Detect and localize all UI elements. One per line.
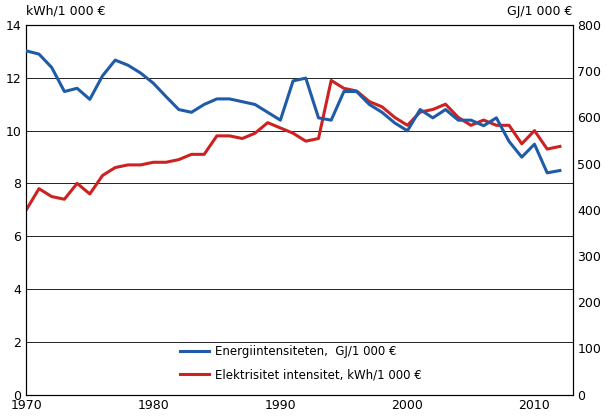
Energiintensiteten,  GJ/1 000 € bbox=[226, 97, 233, 102]
Legend: Energiintensiteten,  GJ/1 000 €, Elektrisitet intensitet, kWh/1 000 €: Energiintensiteten, GJ/1 000 €, Elektris… bbox=[180, 345, 422, 381]
Energiintensiteten,  GJ/1 000 € bbox=[315, 115, 322, 120]
Line: Elektrisitet intensitet, kWh/1 000 €: Elektrisitet intensitet, kWh/1 000 € bbox=[26, 80, 560, 210]
Energiintensiteten,  GJ/1 000 € bbox=[467, 117, 475, 122]
Energiintensiteten,  GJ/1 000 € bbox=[518, 155, 526, 160]
Elektrisitet intensitet, kWh/1 000 € bbox=[442, 102, 449, 107]
Energiintensiteten,  GJ/1 000 € bbox=[531, 142, 538, 147]
Energiintensiteten,  GJ/1 000 € bbox=[239, 99, 246, 104]
Elektrisitet intensitet, kWh/1 000 € bbox=[226, 133, 233, 138]
Energiintensiteten,  GJ/1 000 € bbox=[353, 89, 360, 94]
Energiintensiteten,  GJ/1 000 € bbox=[200, 102, 208, 107]
Energiintensiteten,  GJ/1 000 € bbox=[188, 110, 195, 115]
Energiintensiteten,  GJ/1 000 € bbox=[137, 71, 144, 76]
Energiintensiteten,  GJ/1 000 € bbox=[48, 65, 55, 70]
Energiintensiteten,  GJ/1 000 € bbox=[328, 117, 335, 122]
Energiintensiteten,  GJ/1 000 € bbox=[455, 117, 462, 122]
Energiintensiteten,  GJ/1 000 € bbox=[429, 115, 436, 120]
Energiintensiteten,  GJ/1 000 € bbox=[341, 89, 348, 94]
Elektrisitet intensitet, kWh/1 000 € bbox=[531, 128, 538, 133]
Energiintensiteten,  GJ/1 000 € bbox=[290, 79, 297, 84]
Text: GJ/1 000 €: GJ/1 000 € bbox=[507, 5, 572, 18]
Energiintensiteten,  GJ/1 000 € bbox=[150, 81, 157, 86]
Energiintensiteten,  GJ/1 000 € bbox=[277, 117, 284, 122]
Elektrisitet intensitet, kWh/1 000 € bbox=[493, 123, 500, 128]
Elektrisitet intensitet, kWh/1 000 € bbox=[99, 173, 106, 178]
Energiintensiteten,  GJ/1 000 € bbox=[124, 63, 132, 68]
Elektrisitet intensitet, kWh/1 000 € bbox=[290, 131, 297, 136]
Elektrisitet intensitet, kWh/1 000 € bbox=[188, 152, 195, 157]
Elektrisitet intensitet, kWh/1 000 € bbox=[163, 160, 170, 165]
Elektrisitet intensitet, kWh/1 000 € bbox=[315, 136, 322, 141]
Elektrisitet intensitet, kWh/1 000 € bbox=[416, 110, 424, 115]
Elektrisitet intensitet, kWh/1 000 € bbox=[61, 197, 68, 202]
Elektrisitet intensitet, kWh/1 000 € bbox=[150, 160, 157, 165]
Elektrisitet intensitet, kWh/1 000 € bbox=[112, 165, 119, 170]
Energiintensiteten,  GJ/1 000 € bbox=[543, 170, 551, 175]
Energiintensiteten,  GJ/1 000 € bbox=[112, 58, 119, 63]
Elektrisitet intensitet, kWh/1 000 € bbox=[556, 144, 563, 149]
Elektrisitet intensitet, kWh/1 000 € bbox=[251, 131, 259, 136]
Elektrisitet intensitet, kWh/1 000 € bbox=[239, 136, 246, 141]
Elektrisitet intensitet, kWh/1 000 € bbox=[506, 123, 513, 128]
Elektrisitet intensitet, kWh/1 000 € bbox=[353, 89, 360, 94]
Elektrisitet intensitet, kWh/1 000 € bbox=[328, 78, 335, 83]
Elektrisitet intensitet, kWh/1 000 € bbox=[404, 123, 411, 128]
Elektrisitet intensitet, kWh/1 000 € bbox=[35, 186, 42, 191]
Energiintensiteten,  GJ/1 000 € bbox=[264, 110, 271, 115]
Elektrisitet intensitet, kWh/1 000 € bbox=[378, 104, 385, 110]
Elektrisitet intensitet, kWh/1 000 € bbox=[277, 125, 284, 130]
Elektrisitet intensitet, kWh/1 000 € bbox=[124, 163, 132, 168]
Elektrisitet intensitet, kWh/1 000 € bbox=[73, 181, 81, 186]
Energiintensiteten,  GJ/1 000 € bbox=[416, 107, 424, 112]
Energiintensiteten,  GJ/1 000 € bbox=[506, 139, 513, 144]
Elektrisitet intensitet, kWh/1 000 € bbox=[48, 194, 55, 199]
Elektrisitet intensitet, kWh/1 000 € bbox=[137, 163, 144, 168]
Elektrisitet intensitet, kWh/1 000 € bbox=[264, 120, 271, 125]
Energiintensiteten,  GJ/1 000 € bbox=[404, 128, 411, 133]
Energiintensiteten,  GJ/1 000 € bbox=[99, 73, 106, 78]
Energiintensiteten,  GJ/1 000 € bbox=[73, 86, 81, 91]
Elektrisitet intensitet, kWh/1 000 € bbox=[22, 207, 30, 212]
Energiintensiteten,  GJ/1 000 € bbox=[442, 107, 449, 112]
Energiintensiteten,  GJ/1 000 € bbox=[22, 48, 30, 54]
Energiintensiteten,  GJ/1 000 € bbox=[213, 97, 220, 102]
Elektrisitet intensitet, kWh/1 000 € bbox=[455, 115, 462, 120]
Elektrisitet intensitet, kWh/1 000 € bbox=[480, 117, 487, 122]
Energiintensiteten,  GJ/1 000 € bbox=[175, 107, 182, 112]
Energiintensiteten,  GJ/1 000 € bbox=[86, 97, 93, 102]
Elektrisitet intensitet, kWh/1 000 € bbox=[391, 115, 398, 120]
Energiintensiteten,  GJ/1 000 € bbox=[163, 94, 170, 99]
Energiintensiteten,  GJ/1 000 € bbox=[302, 76, 310, 81]
Energiintensiteten,  GJ/1 000 € bbox=[391, 120, 398, 125]
Elektrisitet intensitet, kWh/1 000 € bbox=[200, 152, 208, 157]
Energiintensiteten,  GJ/1 000 € bbox=[556, 168, 563, 173]
Elektrisitet intensitet, kWh/1 000 € bbox=[467, 123, 475, 128]
Elektrisitet intensitet, kWh/1 000 € bbox=[518, 141, 526, 146]
Elektrisitet intensitet, kWh/1 000 € bbox=[365, 99, 373, 104]
Elektrisitet intensitet, kWh/1 000 € bbox=[213, 133, 220, 138]
Energiintensiteten,  GJ/1 000 € bbox=[480, 123, 487, 128]
Energiintensiteten,  GJ/1 000 € bbox=[365, 102, 373, 107]
Energiintensiteten,  GJ/1 000 € bbox=[378, 110, 385, 115]
Energiintensiteten,  GJ/1 000 € bbox=[61, 89, 68, 94]
Text: kWh/1 000 €: kWh/1 000 € bbox=[26, 5, 106, 18]
Elektrisitet intensitet, kWh/1 000 € bbox=[341, 86, 348, 91]
Elektrisitet intensitet, kWh/1 000 € bbox=[175, 157, 182, 162]
Elektrisitet intensitet, kWh/1 000 € bbox=[86, 191, 93, 196]
Elektrisitet intensitet, kWh/1 000 € bbox=[543, 147, 551, 152]
Energiintensiteten,  GJ/1 000 € bbox=[493, 115, 500, 120]
Elektrisitet intensitet, kWh/1 000 € bbox=[429, 107, 436, 112]
Line: Energiintensiteten,  GJ/1 000 €: Energiintensiteten, GJ/1 000 € bbox=[26, 51, 560, 173]
Elektrisitet intensitet, kWh/1 000 € bbox=[302, 139, 310, 144]
Energiintensiteten,  GJ/1 000 € bbox=[35, 51, 42, 56]
Energiintensiteten,  GJ/1 000 € bbox=[251, 102, 259, 107]
